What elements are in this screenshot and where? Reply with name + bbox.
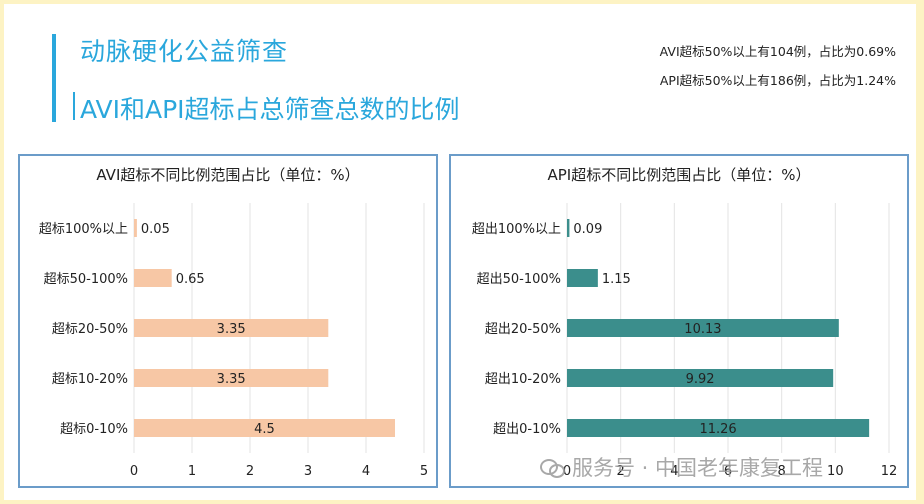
api-summary-note: API超标50%以上有186例，占比为1.24% [659,73,896,88]
x-tick-label: 4 [362,464,370,479]
page-subtitle: AVI和API超标占总筛查总数的比例 [80,95,460,124]
x-tick-label: 0 [130,464,138,479]
category-label: 超出20-50% [485,322,561,337]
bar [134,419,395,437]
data-label: 3.35 [217,372,246,387]
x-tick-label: 10 [827,464,844,479]
avi-chart-title: AVI超标不同比例范围占比（单位：%） [96,166,360,184]
bar [567,319,839,337]
category-label: 超出10-20% [485,372,561,387]
wechat-icon [540,459,565,478]
category-label: 超标20-50% [52,322,128,337]
avi-chart-panel: AVI超标不同比例范围占比（单位：%） 0 1 2 3 4 5 超标100%以上 0.05 超标… [18,154,438,488]
bar [134,219,137,237]
x-tick-label: 12 [881,464,898,479]
bar [567,269,598,287]
x-tick-label: 8 [778,464,786,479]
x-tick-label: 2 [246,464,254,479]
x-tick-label: 0 [563,464,571,479]
bar [134,369,329,387]
data-label: 3.35 [217,322,246,337]
subtitle-accent-bar [73,92,75,120]
x-tick-label: 6 [724,464,732,479]
avi-summary-note: AVI超标50%以上有104例，占比为0.69% [659,44,896,59]
api-chart-panel: API超标不同比例范围占比（单位：%） 0 2 4 6 8 10 12 超出100%以上 0.0… [449,154,909,488]
page-title: 动脉硬化公益筛查 [80,37,289,66]
category-label: 超标10-20% [52,372,128,387]
bar [567,219,570,237]
category-label: 超标0-10% [60,422,128,437]
bar [134,269,172,287]
data-label: 10.13 [684,322,721,337]
x-tick-label: 1 [188,464,196,479]
bar [567,369,834,387]
data-label: 0.05 [141,222,170,237]
x-tick-label: 2 [617,464,625,479]
x-tick-label: 3 [304,464,312,479]
data-label: 4.5 [254,422,275,437]
watermark: 服务号 · 中国老年康复工程 [540,452,823,482]
data-label: 0.09 [573,222,602,237]
category-label: 超标100%以上 [39,222,128,237]
data-label: 0.65 [176,272,205,287]
title-accent-bar [52,34,56,122]
watermark-text: 服务号 · 中国老年康复工程 [572,456,824,480]
api-bar-chart: 0 2 4 6 8 10 12 超出100%以上 0.09 超出50-100% 1.15 超出20-5… [472,203,898,479]
avi-bar-chart: 0 1 2 3 4 5 超标100%以上 0.05 超标50-100% 0.65 超标20-50% 3… [39,203,428,479]
category-label: 超出50-100% [477,272,561,287]
x-tick-label: 4 [670,464,678,479]
category-label: 超出100%以上 [472,222,561,237]
api-chart-title: API超标不同比例范围占比（单位：%） [547,166,811,184]
data-label: 1.15 [602,272,631,287]
bar [567,419,870,437]
category-label: 超出0-10% [493,422,561,437]
x-tick-label: 5 [420,464,428,479]
data-label: 11.26 [699,422,736,437]
category-label: 超标50-100% [44,272,128,287]
bar [134,319,329,337]
data-label: 9.92 [686,372,715,387]
